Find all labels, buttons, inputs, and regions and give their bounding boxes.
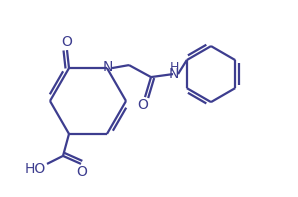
Text: N: N [169,67,179,81]
Text: O: O [62,35,72,49]
Text: N: N [103,60,113,74]
Text: H: H [169,61,179,74]
Text: O: O [138,98,148,112]
Text: HO: HO [24,162,46,176]
Text: O: O [77,165,87,179]
